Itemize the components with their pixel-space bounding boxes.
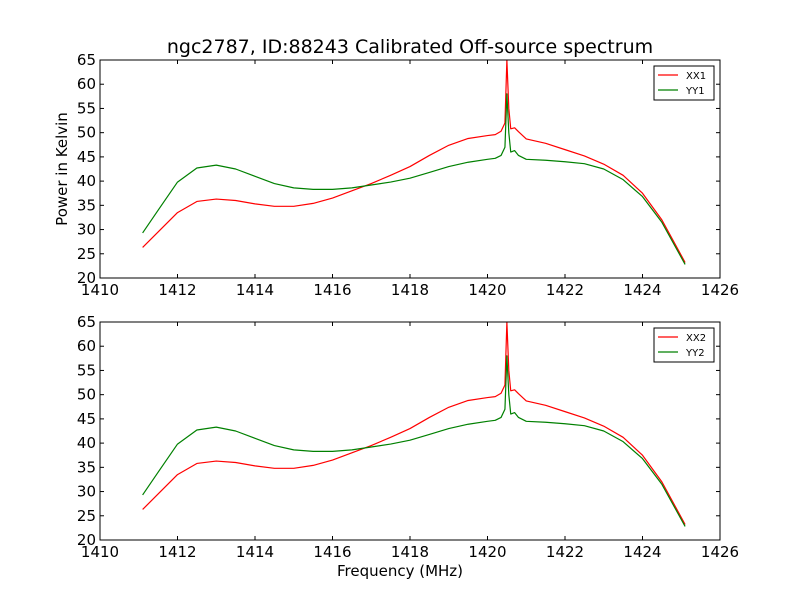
x-tick-label: 1418 [391,281,429,299]
y-tick-label: 30 [77,221,96,239]
axes-frame [99,321,721,541]
y-tick-label: 45 [77,148,96,166]
y-tick-label: 35 [77,458,96,476]
x-tick-label: 1424 [623,281,661,299]
y-tick-label: 40 [77,434,96,452]
x-tick-label: 1410 [81,543,119,561]
series-line-yy2 [142,355,686,527]
legend-label-yy2: YY2 [685,348,705,359]
x-tick-label: 1410 [81,281,119,299]
series-line-xx2 [142,322,686,525]
y-tick-label: 35 [77,196,96,214]
x-tick-label: 1414 [236,281,274,299]
x-tick-label: 1426 [701,281,739,299]
y-tick-label: 30 [77,483,96,501]
y-tick-label: 25 [77,507,96,525]
y-tick-label: 55 [77,99,96,117]
subplot-bottom: 1410 1412 1414 1416 1418 1420 1422 1424 1426 20 25… [77,313,739,580]
x-tick-label: 1412 [158,543,196,561]
x-tick-label: 1416 [313,543,351,561]
figure-title: ngc2787, ID:88243 Calibrated Off-source … [167,36,653,58]
x-tick-label: 1426 [701,543,739,561]
x-tick-label: 1420 [468,543,506,561]
series-lines [142,322,686,527]
y-tick-label: 65 [77,51,96,69]
x-tick-label: 1414 [236,543,274,561]
y-tick-label: 45 [77,410,96,428]
y-axis-label: Power in Kelvin [53,112,71,226]
x-tick-label: 1422 [546,543,584,561]
x-tick-label: 1424 [623,543,661,561]
y-tick-label: 20 [77,531,96,549]
y-tick-label: 50 [77,124,96,142]
legend-label-xx2: XX2 [686,333,706,344]
series-lines [142,60,686,265]
y-tick-label: 60 [77,75,96,93]
y-tick-label: 65 [77,313,96,331]
legend-label-yy1: YY1 [685,86,705,97]
y-tick-label: 55 [77,361,96,379]
legend-box [653,65,715,101]
series-line-xx1 [142,60,686,263]
y-tick-label: 25 [77,245,96,263]
y-tick-label: 20 [77,269,96,287]
x-tick-label: 1420 [468,281,506,299]
y-tick-label: 50 [77,386,96,404]
x-tick-label: 1412 [158,281,196,299]
legend-label-xx1: XX1 [686,71,706,82]
series-line-yy1 [142,93,686,265]
x-tick-label: 1422 [546,281,584,299]
subplot-top: 1410 1412 1414 1416 1418 1420 1422 1424 1426 20 25… [53,51,739,299]
legend-box [653,327,715,363]
x-tick-label: 1418 [391,543,429,561]
y-tick-label: 60 [77,337,96,355]
x-axis-label: Frequency (MHz) [337,562,463,580]
axes-frame [99,59,721,279]
x-tick-label: 1416 [313,281,351,299]
y-tick-label: 40 [77,172,96,190]
